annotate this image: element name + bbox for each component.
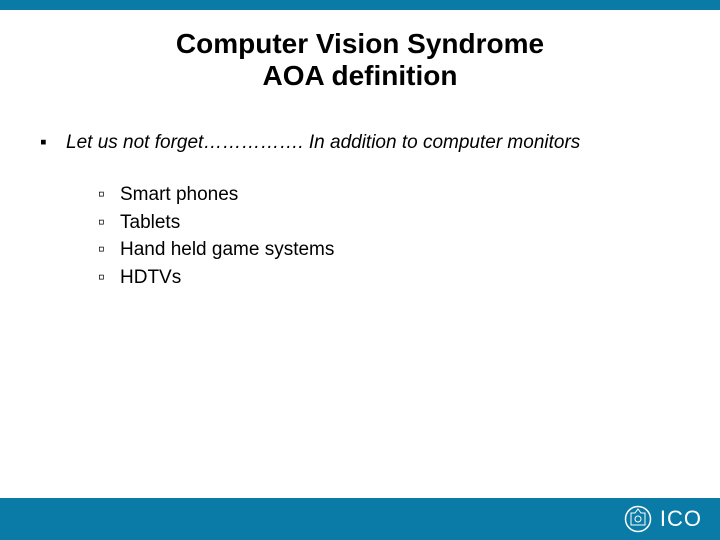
hollow-square-bullet-icon: ▫ xyxy=(98,210,120,236)
sub-item-label: HDTVs xyxy=(120,265,181,291)
sub-item-label: Tablets xyxy=(120,210,180,236)
list-item: ▫ Smart phones xyxy=(98,182,580,208)
list-item: ▫ HDTVs xyxy=(98,265,580,291)
hollow-square-bullet-icon: ▫ xyxy=(98,182,120,208)
bottom-brand-bar: ICO xyxy=(0,498,720,540)
top-accent-bar xyxy=(0,0,720,10)
slide-title: Computer Vision Syndrome AOA definition xyxy=(0,28,720,92)
square-bullet-icon: ▪ xyxy=(40,132,66,154)
sub-item-label: Smart phones xyxy=(120,182,238,208)
lead-bullet-row: ▪ Let us not forget……………. In addition to… xyxy=(40,132,580,154)
lead-text: Let us not forget……………. In addition to c… xyxy=(66,132,580,154)
seal-icon xyxy=(624,505,652,533)
hollow-square-bullet-icon: ▫ xyxy=(98,237,120,263)
list-item: ▫ Tablets xyxy=(98,210,580,236)
sub-item-label: Hand held game systems xyxy=(120,237,334,263)
title-line-1: Computer Vision Syndrome xyxy=(0,28,720,60)
title-line-2: AOA definition xyxy=(0,60,720,92)
sub-bullet-list: ▫ Smart phones ▫ Tablets ▫ Hand held gam… xyxy=(98,182,580,291)
slide-body: ▪ Let us not forget……………. In addition to… xyxy=(40,132,580,293)
hollow-square-bullet-icon: ▫ xyxy=(98,265,120,291)
brand-logo-text: ICO xyxy=(660,506,702,532)
list-item: ▫ Hand held game systems xyxy=(98,237,580,263)
